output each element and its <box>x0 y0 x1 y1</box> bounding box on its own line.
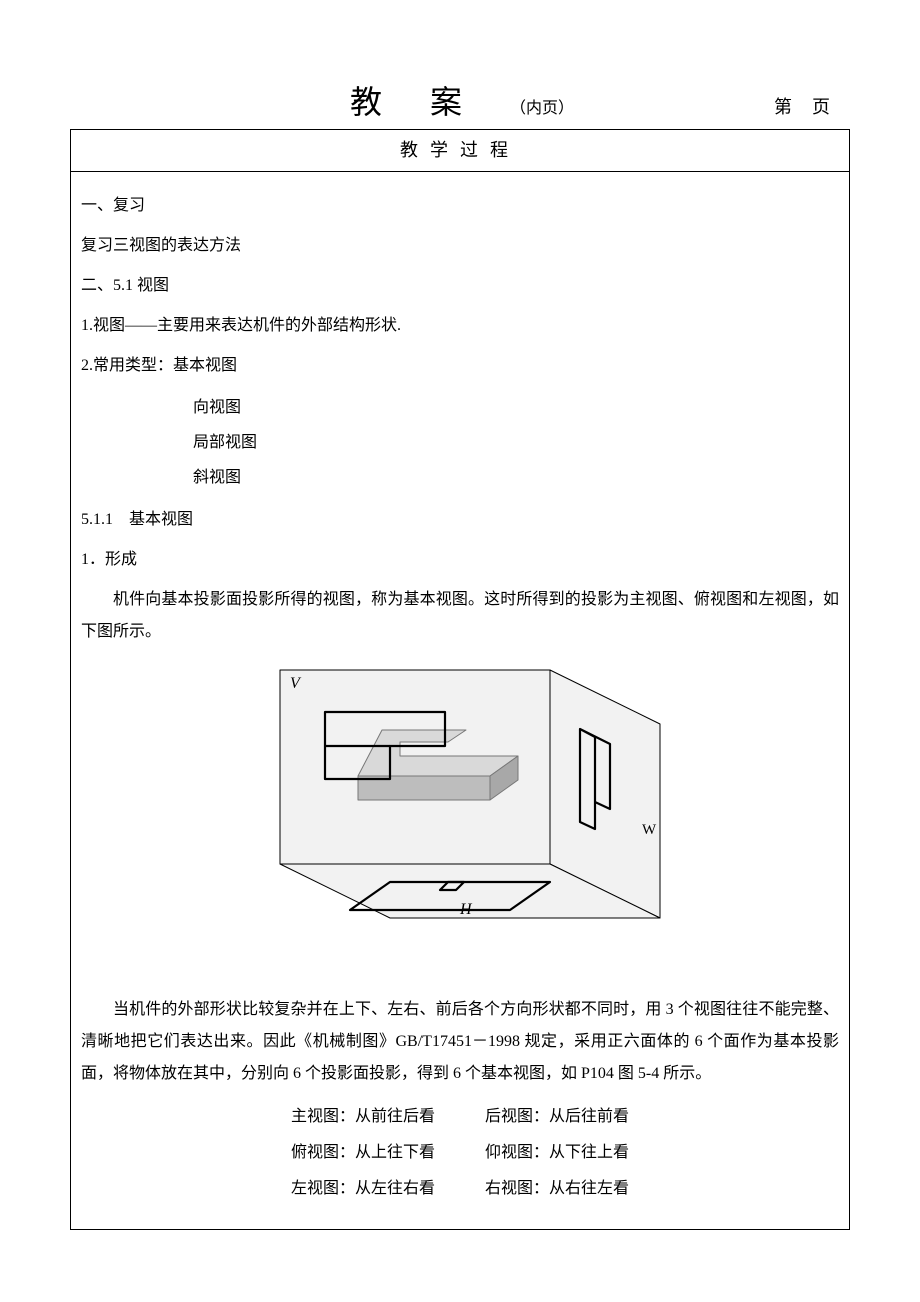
line-review-text: 复习三视图的表达方法 <box>81 230 839 262</box>
cell-rear-view: 后视图：从后往前看 <box>461 1100 653 1134</box>
page-header: 教 案 （内页） 第页 <box>70 80 850 125</box>
line-formation: 1．形成 <box>81 544 839 576</box>
title-char-1: 教 <box>350 80 382 125</box>
line-section-5-1: 二、5.1 视图 <box>81 270 839 302</box>
line-types-lead: 2.常用类型：基本视图 <box>81 350 839 382</box>
svg-text:W: W <box>642 822 657 838</box>
section-header: 教学过程 <box>71 130 849 172</box>
line-def-view: 1.视图——主要用来表达机件的外部结构形状. <box>81 310 839 342</box>
title-char-2: 案 <box>430 80 462 125</box>
cell-main-view: 主视图：从前往后看 <box>267 1100 459 1134</box>
cell-left-view: 左视图：从左往右看 <box>267 1172 459 1206</box>
line-review-heading: 一、复习 <box>81 190 839 222</box>
content-body: 一、复习 复习三视图的表达方法 二、5.1 视图 1.视图——主要用来表达机件的… <box>71 172 849 1229</box>
table-row: 主视图：从前往后看 后视图：从后往前看 <box>267 1100 653 1134</box>
title-subtitle: （内页） <box>510 98 574 120</box>
line-5-1-1: 5.1.1 基本视图 <box>81 504 839 536</box>
svg-text:H: H <box>459 901 473 918</box>
paragraph-1: 机件向基本投影面投影所得的视图，称为基本视图。这时所得到的投影为主视图、俯视图和… <box>81 584 839 648</box>
content-frame: 教学过程 一、复习 复习三视图的表达方法 二、5.1 视图 1.视图——主要用来… <box>70 129 850 1230</box>
type-item-3: 斜视图 <box>81 460 839 495</box>
six-views-table: 主视图：从前往后看 后视图：从后往前看 俯视图：从上往下看 仰视图：从下往上看 … <box>265 1098 655 1209</box>
title-group: 教 案 （内页） <box>350 80 574 125</box>
type-item-1: 向视图 <box>81 390 839 425</box>
page-number-label: 第页 <box>774 95 850 120</box>
table-row: 俯视图：从上往下看 仰视图：从下往上看 <box>267 1136 653 1170</box>
projection-diagram-wrap: VWH <box>81 664 839 974</box>
projection-diagram: VWH <box>250 664 670 974</box>
paragraph-2: 当机件的外部形状比较复杂并在上下、左右、前后各个方向形状都不同时，用 3 个视图… <box>81 994 839 1090</box>
type-item-2: 局部视图 <box>81 425 839 460</box>
table-row: 左视图：从左往右看 右视图：从右往左看 <box>267 1172 653 1206</box>
cell-right-view: 右视图：从右往左看 <box>461 1172 653 1206</box>
cell-top-view: 俯视图：从上往下看 <box>267 1136 459 1170</box>
cell-bottom-view: 仰视图：从下往上看 <box>461 1136 653 1170</box>
